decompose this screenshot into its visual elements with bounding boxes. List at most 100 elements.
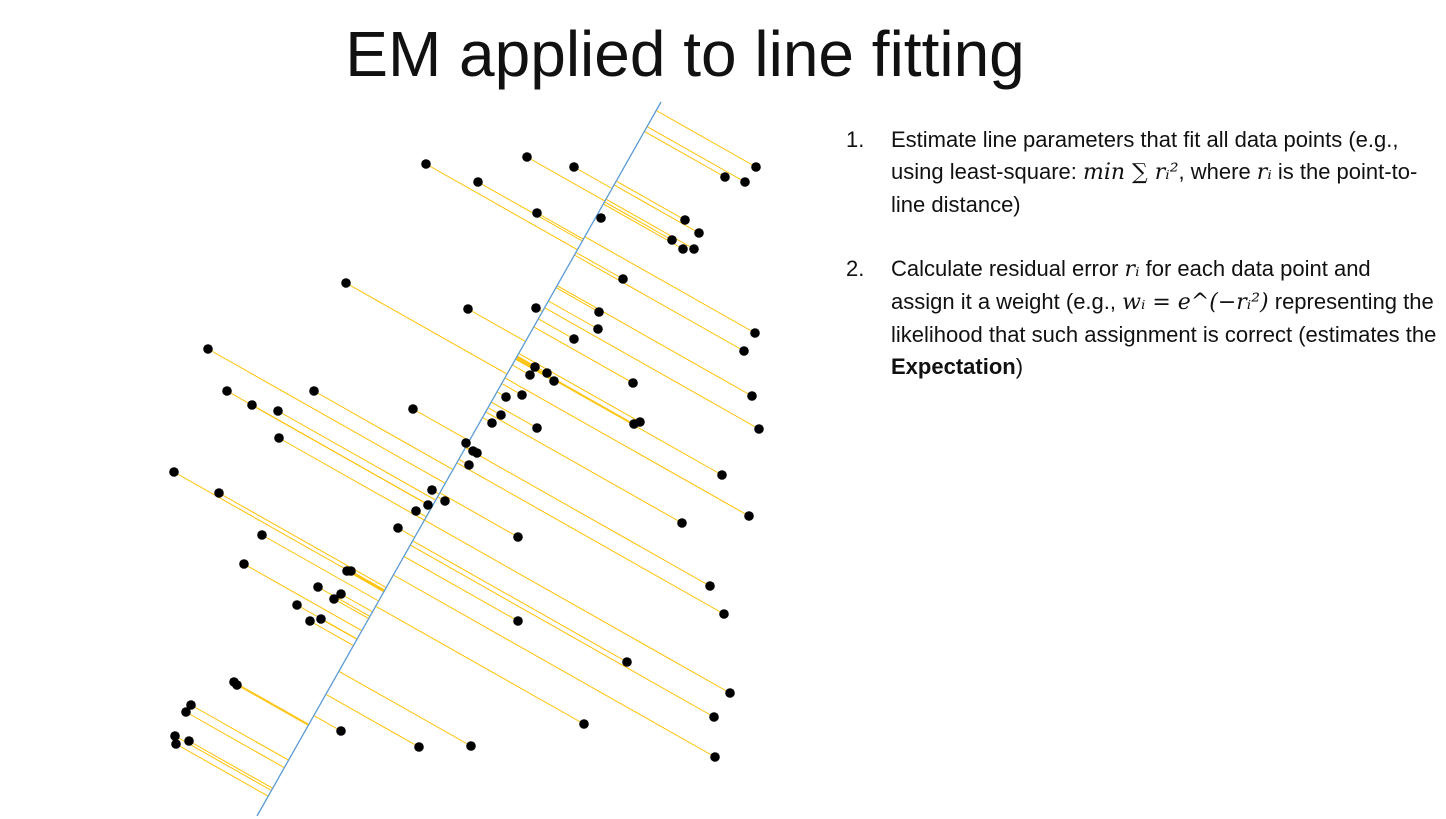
step-text: Calculate residual error [891,256,1125,281]
data-point [596,213,606,223]
data-points [169,152,764,762]
data-point [214,488,224,498]
data-point [678,244,688,254]
residual-segment [424,519,731,694]
data-point [628,378,638,388]
data-point [169,467,179,477]
residual-segment [515,357,723,476]
data-point [309,386,319,396]
residual-segment [317,586,371,617]
data-point [393,523,403,533]
data-point [464,460,474,470]
residual-segment [320,618,358,640]
residual-segment [333,598,369,620]
residual-segment [604,201,673,241]
data-point [274,433,284,443]
data-point [720,172,730,182]
data-point [694,228,704,238]
data-point [203,344,213,354]
data-point [747,391,757,401]
data-point [305,616,315,626]
data-point [709,712,719,722]
expectation-term: Expectation [891,354,1016,379]
step-number: 2. [846,256,865,281]
residual-segment [574,254,745,352]
residual-segment [544,307,760,430]
data-point [719,609,729,619]
residual-segment [403,555,519,622]
residual-segment [251,404,433,508]
step-text: representing the likelihood that such as… [891,289,1437,347]
residual-variable: rᵢ [1124,257,1140,282]
residual-segment [207,348,446,484]
residual-segment [243,563,363,632]
residual-segment [573,166,613,189]
data-point [472,448,482,458]
data-point [273,406,283,416]
data-point [316,614,326,624]
line-fitting-diagram [169,101,764,817]
data-point [522,152,532,162]
data-point [171,739,181,749]
data-point [744,511,754,521]
data-point [739,346,749,356]
residual-segment [555,287,600,313]
residual-segment [536,212,584,240]
residual-segment [613,184,700,234]
residual-segment [533,326,634,384]
data-point [513,616,523,626]
data-point [710,752,720,762]
residual-segment [425,163,578,251]
data-point [239,559,249,569]
data-point [466,741,476,751]
data-point [421,159,431,169]
data-point [222,386,232,396]
residual-segment [313,390,454,471]
residual-segment [646,126,746,183]
residual-segment [277,410,436,501]
data-point [740,177,750,187]
data-point [292,600,302,610]
data-point [530,362,540,372]
residual-segment [188,740,273,789]
slide-title: EM applied to line fitting [345,18,1025,90]
data-point [750,328,760,338]
residual-segment [218,492,387,589]
residual-segment [615,180,686,221]
data-point [313,582,323,592]
least-squares-formula: min ∑ rᵢ² [1083,160,1179,185]
residual-segment [412,540,628,663]
data-point [513,532,523,542]
residual-segment [548,300,599,330]
data-point [411,506,421,516]
data-point [346,566,356,576]
data-point [667,235,677,245]
data-point [423,500,433,510]
residual-segment [605,198,695,250]
weight-formula: wᵢ = e^(−rᵢ²) [1122,290,1269,315]
step-text: , where [1178,159,1257,184]
data-point [725,688,735,698]
data-point [341,278,351,288]
step-text: Estimate line parameters that fit all da… [891,127,1399,184]
residual-segment [467,308,526,342]
data-point [473,177,483,187]
residual-segment [465,447,711,587]
residual-segment [345,282,508,375]
data-point [336,589,346,599]
data-point [622,657,632,667]
data-point [257,530,267,540]
step-number: 1. [846,127,865,152]
residual-segment [456,462,725,615]
residual-variable: rᵢ [1256,160,1272,185]
data-point [247,400,257,410]
data-point [487,418,497,428]
data-point [414,742,424,752]
fitted-line [256,101,662,817]
data-point [463,304,473,314]
data-point [408,404,418,414]
data-point [336,726,346,736]
residual-segment [236,684,309,726]
data-point [705,581,715,591]
data-point [594,307,604,317]
